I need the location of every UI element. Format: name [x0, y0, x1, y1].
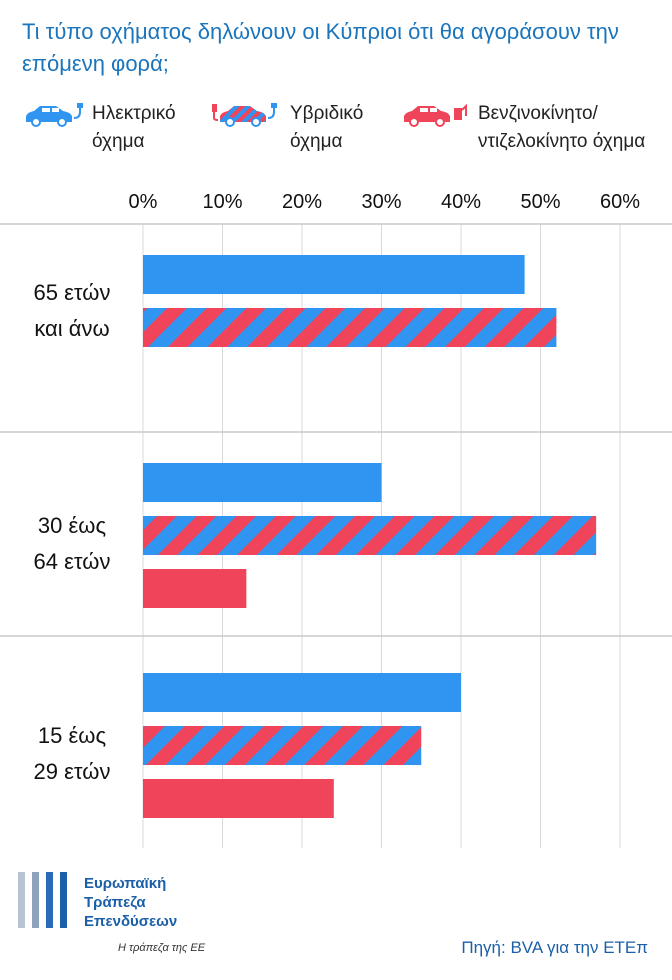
category-label: 30 έως 64 ετών [34, 513, 111, 574]
legend-label-fuel: Βενζινοκίνητο/ντιζελοκίνητο όχημα [478, 103, 646, 152]
source-note: Πηγή: BVA για την ΕΤΕπ [461, 938, 648, 957]
hybrid-car-icon [210, 102, 282, 133]
x-tick-label: 60% [600, 191, 640, 213]
bar-hybrid [143, 308, 557, 347]
legend-label-hybrid: Υβριδικό όχημα [290, 103, 364, 152]
x-tick-label: 0% [129, 191, 158, 213]
bar-fuel [143, 779, 334, 818]
eib-tagline: Η τράπεζα της ΕΕ [118, 942, 206, 954]
legend-label-electric: Ηλεκτρικό όχημα [92, 103, 176, 152]
bar-hybrid [143, 726, 422, 765]
x-tick-label: 30% [361, 191, 401, 213]
legend: Ηλεκτρικό όχημα Υβριδικό όχημα [0, 100, 672, 162]
eib-name: Ευρωπαϊκή Τράπεζα Επενδύσεων [84, 875, 178, 930]
eib-logo: Ευρωπαϊκή Τράπεζα Επενδύσεων Η τράπεζα τ… [14, 868, 234, 968]
bar-electric [143, 673, 461, 712]
category-label: 65 ετών και άνω [34, 280, 111, 341]
x-tick-label: 10% [202, 191, 242, 213]
bar-electric [143, 255, 525, 294]
fuel-car-icon [400, 102, 470, 133]
bar-electric [143, 463, 382, 502]
chart-title: Τι τύπο οχήματος δηλώνουν οι Κύπριοι ότι… [22, 19, 619, 76]
electric-car-icon [22, 102, 84, 133]
bar-chart: 0% 10% 20% 30% 40% 50% 60% 65 ετών και άνω 30 έω… [0, 191, 672, 848]
eib-logo-icon [18, 872, 67, 928]
x-tick-label: 40% [441, 191, 481, 213]
x-tick-label: 50% [520, 191, 560, 213]
category-label: 15 έως 29 ετών [34, 723, 111, 784]
bar-fuel [143, 569, 247, 608]
bar-hybrid [143, 516, 597, 555]
x-tick-label: 20% [282, 191, 322, 213]
